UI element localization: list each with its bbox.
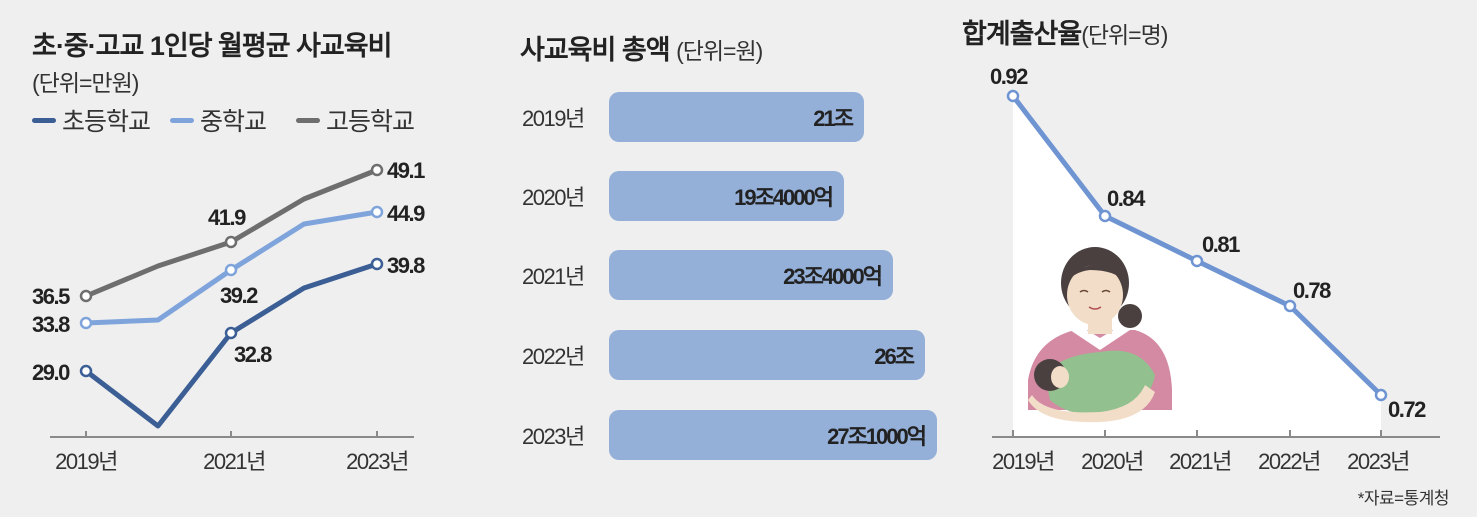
label-fertility-2023: 0.72 xyxy=(1388,397,1426,422)
fertility-rate-unit: (단위=명) xyxy=(1081,22,1168,48)
legend-label-middle: 중학교 xyxy=(200,108,267,136)
legend-label-elementary: 초등학교 xyxy=(62,108,151,136)
bar-year-label: 2022년 xyxy=(522,344,585,369)
legend-swatch-high xyxy=(296,117,321,123)
bar-value-label: 23조4000억 xyxy=(783,264,883,289)
tuition-per-student-panel: 초·중·고교 1인당 월평균 사교육비 (단위=만원) 초등학교 중학교 고등학… xyxy=(0,0,480,517)
x-tick-2022: 2022년 xyxy=(1258,449,1320,474)
label-high-2021: 41.9 xyxy=(208,205,246,230)
bar-row-2019: 2019년 21조 xyxy=(500,92,864,142)
tuition-line-chart: 36.5 41.9 49.1 33.8 39.2 44.9 29.0 32.8 … xyxy=(32,158,427,474)
x-tick-2019: 2019년 xyxy=(992,449,1054,474)
fertility-rate-title: 합계출산율(단위=명) xyxy=(962,12,1168,51)
bar-row-2023: 2023년 27조1000억 xyxy=(500,410,937,460)
bar-2020: 19조4000억 xyxy=(609,171,844,221)
bar-value-label: 19조4000억 xyxy=(734,185,834,210)
label-middle-2023: 44.9 xyxy=(387,201,425,226)
total-spending-unit: (단위=원) xyxy=(676,38,763,64)
label-elementary-2021: 32.8 xyxy=(234,342,272,367)
bar-row-2022: 2022년 26조 xyxy=(500,330,925,380)
bar-2019: 21조 xyxy=(609,92,864,142)
label-high-2023: 49.1 xyxy=(387,158,425,183)
bar-year-label: 2023년 xyxy=(522,424,585,449)
source-note: *자료=통계청 xyxy=(1357,489,1450,508)
legend-item-middle: 중학교 xyxy=(170,102,267,138)
x-tick-2023: 2023년 xyxy=(1347,449,1409,474)
bar-year-label: 2020년 xyxy=(522,185,585,210)
x-tick-2019: 2019년 xyxy=(55,449,117,474)
tuition-per-student-unit: (단위=만원) xyxy=(32,70,139,96)
bar-value-label: 27조1000억 xyxy=(827,424,927,449)
x-tick-2020: 2020년 xyxy=(1081,449,1143,474)
bar-row-2020: 2020년 19조4000억 xyxy=(500,171,844,221)
legend-item-elementary: 초등학교 xyxy=(32,102,151,138)
tuition-per-student-title: 초·중·고교 1인당 월평균 사교육비 xyxy=(32,31,392,61)
legend-item-high: 고등학교 xyxy=(296,102,415,138)
bar-2021: 23조4000억 xyxy=(609,250,893,300)
label-elementary-2019: 29.0 xyxy=(32,360,70,385)
fertility-line-chart: 0.92 0.84 0.81 0.78 0.72 2019년 2020년 202… xyxy=(990,64,1440,474)
label-middle-2019: 33.8 xyxy=(32,312,70,337)
bar-value-label: 21조 xyxy=(813,106,854,131)
label-fertility-2020: 0.84 xyxy=(1107,186,1146,211)
mother-baby-illustration-icon xyxy=(1028,247,1172,423)
total-spending-title: 사교육비 총액 (단위=원) xyxy=(520,28,763,67)
bar-2022: 26조 xyxy=(609,330,925,380)
label-high-2019: 36.5 xyxy=(32,284,70,309)
bar-value-label: 26조 xyxy=(874,344,915,369)
x-tick-2021: 2021년 xyxy=(203,449,265,474)
x-tick-2021: 2021년 xyxy=(1169,449,1231,474)
chart-legend: 초등학교 중학교 고등학교 xyxy=(32,102,434,138)
bar-row-2021: 2021년 23조4000억 xyxy=(500,250,893,300)
legend-label-high: 고등학교 xyxy=(326,108,415,136)
label-elementary-2023: 39.8 xyxy=(387,253,425,278)
legend-swatch-elementary xyxy=(32,117,56,123)
bar-2023: 27조1000억 xyxy=(609,410,937,460)
x-tick-2023: 2023년 xyxy=(346,449,408,474)
label-fertility-2021: 0.81 xyxy=(1202,232,1240,257)
total-spending-title-text: 사교육비 총액 xyxy=(520,35,671,65)
fertility-rate-panel: 합계출산율(단위=명) xyxy=(950,0,1477,517)
label-fertility-2022: 0.78 xyxy=(1293,278,1331,303)
bar-year-label: 2019년 xyxy=(522,106,585,131)
fertility-rate-title-text: 합계출산율 xyxy=(962,19,1082,49)
label-fertility-2019: 0.92 xyxy=(990,64,1028,89)
bar-year-label: 2021년 xyxy=(522,264,585,289)
total-spending-panel: 사교육비 총액 (단위=원) 2019년 21조 2020년 19조4000억 … xyxy=(500,0,960,517)
legend-swatch-middle xyxy=(170,117,195,123)
label-middle-2021: 39.2 xyxy=(220,283,258,308)
